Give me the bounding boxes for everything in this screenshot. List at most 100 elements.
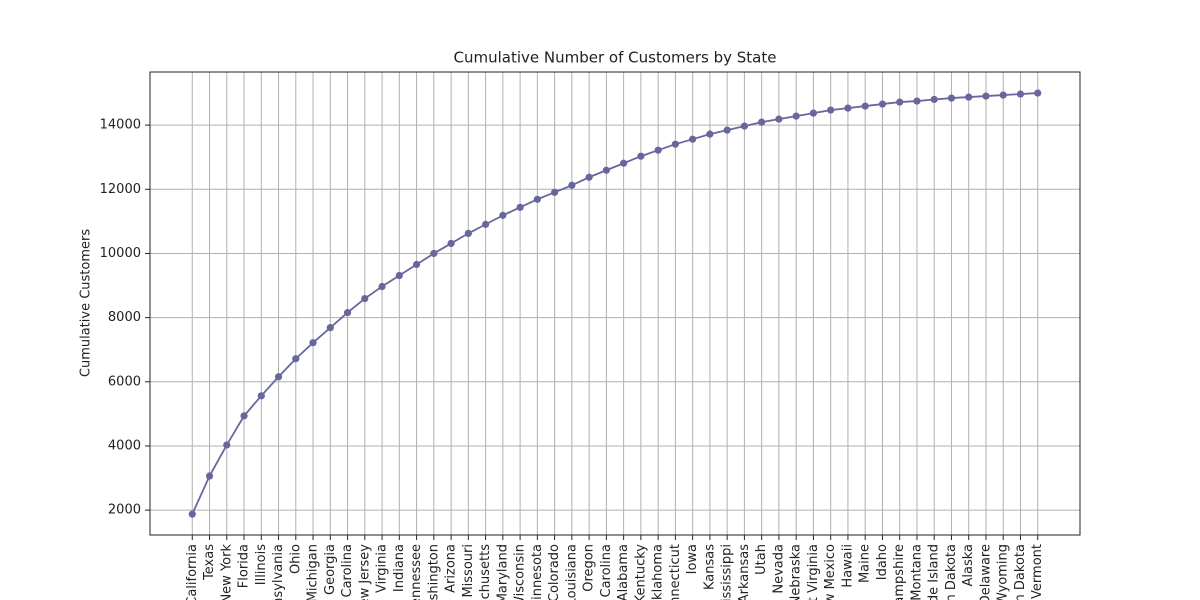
y-tick-label: 10000 <box>100 246 141 261</box>
y-tick-label: 8000 <box>108 310 141 325</box>
data-point <box>257 392 265 400</box>
data-point <box>1016 90 1025 98</box>
x-tick-label: Louisiana <box>564 544 579 600</box>
data-point <box>982 92 990 100</box>
data-point <box>326 324 334 332</box>
chart-title: Cumulative Number of Customers by State <box>454 49 777 67</box>
data-point <box>896 98 904 106</box>
x-tick-label: Texas <box>202 544 217 581</box>
x-tick-label: Connecticut <box>668 544 683 600</box>
x-tick-label: Alabama <box>616 544 631 600</box>
x-tick-label: Nevada <box>771 544 786 594</box>
data-point <box>689 135 697 143</box>
data-point <box>240 412 248 420</box>
data-point <box>965 93 973 101</box>
x-tick-label: Colorado <box>547 544 562 600</box>
x-tick-label: North Dakota <box>944 544 959 600</box>
x-tick-label: Maine <box>858 544 873 583</box>
data-point <box>499 211 507 219</box>
x-tick-label: Washington <box>426 544 441 600</box>
x-tick-label: Kentucky <box>633 544 648 600</box>
x-tick-label: Arkansas <box>737 544 752 600</box>
x-tick-label: Hawaii <box>840 544 855 588</box>
plot-frame <box>149 71 1081 536</box>
data-point <box>654 146 662 154</box>
y-tick-label: 2000 <box>108 503 141 518</box>
data-point <box>999 91 1007 99</box>
data-point <box>568 181 576 189</box>
x-tick-label: Ohio <box>288 544 303 574</box>
data-point <box>775 115 783 123</box>
data-point <box>671 140 679 148</box>
data-point <box>706 130 714 138</box>
data-point <box>620 159 628 167</box>
data-point <box>378 282 386 291</box>
x-tick-label: New York <box>219 544 234 600</box>
data-point <box>447 239 455 248</box>
data-line <box>191 92 1038 515</box>
x-tick-label: Delaware <box>978 544 993 600</box>
data-point <box>551 188 559 196</box>
y-tick-label: 14000 <box>100 118 141 133</box>
data-point <box>309 339 317 347</box>
data-point <box>1034 89 1042 97</box>
y-tick-label: 12000 <box>100 182 141 197</box>
x-tick-label: Pennsylvania <box>271 544 286 600</box>
x-tick-label: Kansas <box>702 544 717 590</box>
data-point <box>913 97 921 105</box>
x-tick-label: Idaho <box>875 544 890 580</box>
x-tick-label: South Dakota <box>1013 544 1028 600</box>
x-tick-label: New Mexico <box>823 544 838 600</box>
data-point <box>361 294 369 303</box>
data-point <box>585 173 593 181</box>
data-point <box>430 249 438 258</box>
data-point <box>292 355 300 363</box>
x-tick-label: North Carolina <box>340 544 355 600</box>
data-point <box>412 260 421 269</box>
data-point <box>343 309 352 317</box>
data-point <box>878 100 887 108</box>
x-tick-label: Vermont <box>1030 544 1045 599</box>
x-tick-label: California <box>185 544 200 600</box>
data-point <box>827 106 835 114</box>
x-tick-label: Nebraska <box>789 544 804 600</box>
x-tick-label: Minnesota <box>530 544 545 600</box>
x-tick-label: Oklahoma <box>651 544 666 600</box>
x-tick-label: New Hampshire <box>892 544 907 600</box>
data-point <box>740 122 749 130</box>
x-tick-label: Maryland <box>495 544 510 600</box>
data-point <box>464 229 472 238</box>
x-tick-label: Tennessee <box>409 544 424 600</box>
data-point <box>395 271 403 280</box>
data-point <box>516 203 524 211</box>
y-axis-label: Cumulative Customers <box>79 229 94 377</box>
data-point <box>274 373 283 381</box>
data-point <box>723 126 731 134</box>
x-tick-label: Iowa <box>685 544 700 574</box>
x-tick-label: Alaska <box>961 544 976 587</box>
y-tick-label: 4000 <box>108 438 141 453</box>
data-point <box>188 510 196 518</box>
data-point <box>637 152 645 160</box>
data-point <box>861 102 869 110</box>
x-tick-label: Mississippi <box>720 544 735 600</box>
y-tick-label: 6000 <box>108 374 141 389</box>
x-tick-label: New Jersey <box>357 544 372 600</box>
x-tick-label: Georgia <box>323 544 338 595</box>
x-tick-label: Indiana <box>392 544 407 592</box>
x-tick-label: Utah <box>754 544 769 575</box>
data-point <box>809 109 818 117</box>
data-point <box>481 220 490 228</box>
data-point <box>205 472 214 480</box>
data-point <box>602 166 610 174</box>
x-tick-label: South Carolina <box>599 544 614 600</box>
data-point <box>792 112 800 120</box>
x-tick-label: Missouri <box>461 544 476 598</box>
x-tick-label: Wyoming <box>996 544 1011 600</box>
data-point <box>223 441 231 449</box>
x-tick-label: Massachusetts <box>478 544 493 600</box>
x-tick-label: Rhode Island <box>927 544 942 600</box>
x-tick-label: Oregon <box>582 544 597 592</box>
data-point <box>930 95 938 104</box>
